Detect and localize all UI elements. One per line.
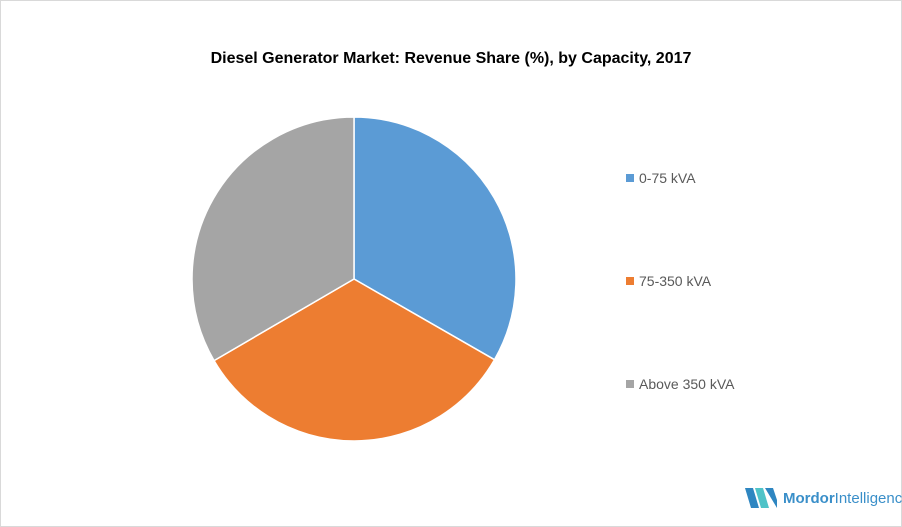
logo-text-light: Intelligence	[834, 489, 902, 507]
pie-slice-above-350-kva	[191, 116, 355, 362]
legend-label: 75-350 kVA	[639, 273, 712, 289]
pie-slice-0-75-kva	[353, 116, 517, 361]
legend-swatch	[626, 277, 634, 285]
legend-item: 75-350 kVA	[626, 273, 711, 289]
logo-text-bold: Mordor	[783, 489, 835, 507]
legend-item: 0-75 kVA	[626, 170, 696, 186]
legend-swatch	[626, 174, 634, 182]
chart-title: Diesel Generator Market: Revenue Share (…	[210, 50, 692, 67]
legend-label: Above 350 kVA	[639, 376, 735, 392]
pie-slice-75-350-kva	[213, 278, 496, 442]
mordor-intelligence-logo: Mordor Intelligence	[745, 488, 902, 508]
legend-swatch	[626, 380, 634, 388]
logo-icon	[745, 488, 777, 508]
legend-label: 0-75 kVA	[639, 170, 696, 186]
legend-item: Above 350 kVA	[626, 376, 734, 392]
